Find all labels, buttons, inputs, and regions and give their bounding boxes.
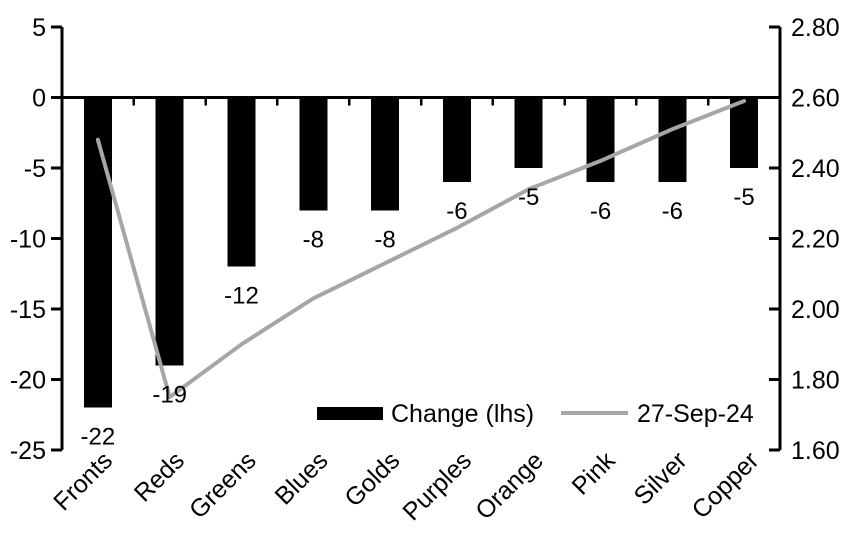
category-label: Silver <box>629 446 693 510</box>
bar <box>730 97 759 168</box>
category-label: Golds <box>339 446 405 512</box>
legend-line-label: 27-Sep-24 <box>637 400 754 428</box>
bar <box>227 97 256 267</box>
bar-data-label: -19 <box>152 381 187 408</box>
legend-bar-label: Change (lhs) <box>391 400 535 428</box>
right-axis-tick-label: 2.40 <box>791 155 840 183</box>
bar-data-label: -8 <box>303 226 324 253</box>
bar <box>155 97 184 366</box>
legend-bar-swatch <box>317 407 383 420</box>
category-label: Greens <box>184 446 262 524</box>
category-label: Blues <box>270 446 334 510</box>
category-label: Reds <box>129 446 190 507</box>
bar <box>371 97 400 211</box>
right-axis-tick-label: 2.00 <box>791 296 840 324</box>
bar-data-label: -5 <box>518 184 539 211</box>
bar <box>442 97 471 183</box>
legend-line-swatch <box>561 411 628 415</box>
category-label: Purples <box>397 446 477 526</box>
bar <box>658 97 687 183</box>
right-axis-tick-label: 2.60 <box>791 85 840 113</box>
category-label: Orange <box>470 446 549 525</box>
line-series <box>95 99 747 400</box>
left-axis-tick-label: -10 <box>10 226 46 254</box>
right-axis-tick-label: 1.80 <box>791 367 840 395</box>
left-axis-tick-label: -5 <box>24 155 46 183</box>
bar-data-label: -6 <box>590 198 611 225</box>
bar <box>299 97 328 211</box>
bar <box>586 97 615 183</box>
bar-data-label: -8 <box>374 226 395 253</box>
left-axis-tick-label: 5 <box>32 14 46 42</box>
bar <box>83 97 112 408</box>
left-axis-tick-label: -15 <box>10 296 46 324</box>
right-axis-tick-label: 1.60 <box>791 437 840 465</box>
bar-data-label: -5 <box>733 184 754 211</box>
category-label: Copper <box>687 446 765 524</box>
left-axis-tick-label: 0 <box>32 85 46 113</box>
left-axis-tick-label: -25 <box>10 437 46 465</box>
bar-data-label: -12 <box>224 283 259 310</box>
left-axis-tick-label: -20 <box>10 367 46 395</box>
category-label: Pink <box>567 446 622 501</box>
bar <box>514 97 543 168</box>
category-label: Fronts <box>48 446 118 516</box>
bar-data-label: -6 <box>662 198 683 225</box>
right-axis-tick-label: 2.20 <box>791 226 840 254</box>
bar-data-label: -22 <box>81 424 116 451</box>
bar-data-label: -6 <box>446 198 467 225</box>
right-axis-tick-label: 2.80 <box>791 14 840 42</box>
